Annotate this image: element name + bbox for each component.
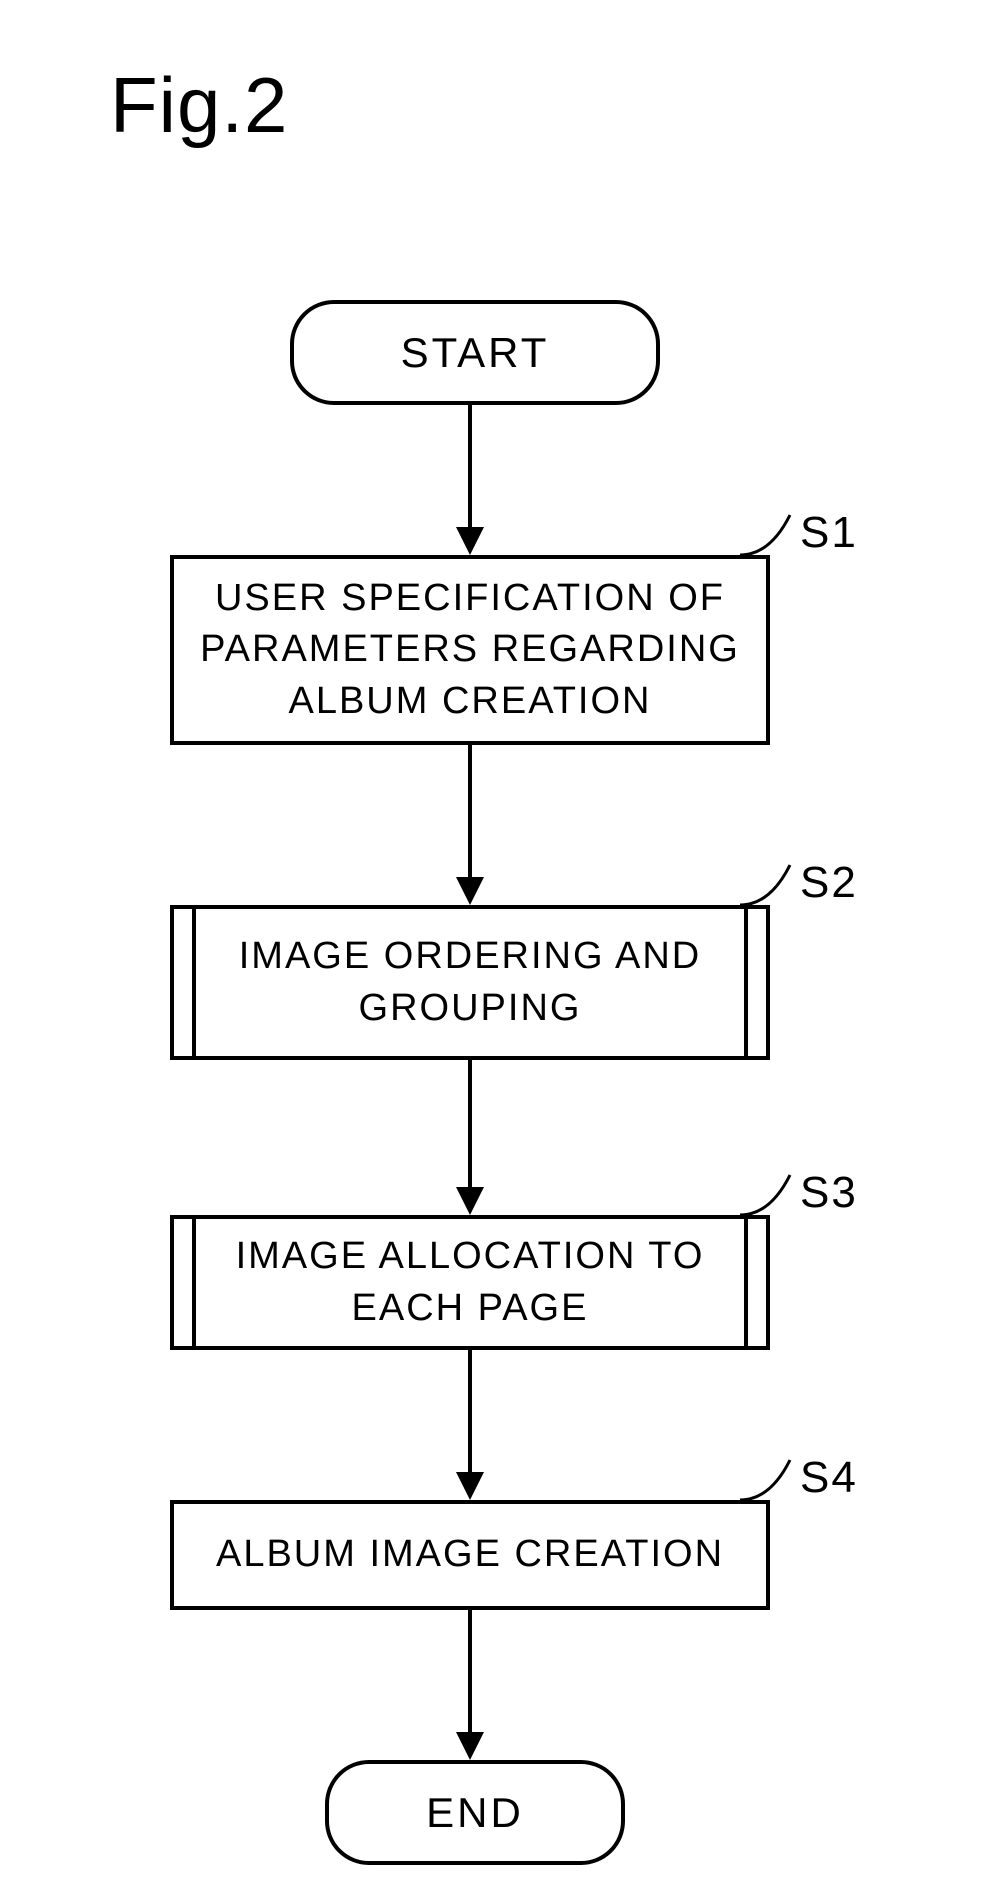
flowchart-canvas: Fig.2 START USER SPECIFICATION OFPARAMET…: [0, 0, 1008, 1901]
connectors: [0, 0, 1008, 1901]
